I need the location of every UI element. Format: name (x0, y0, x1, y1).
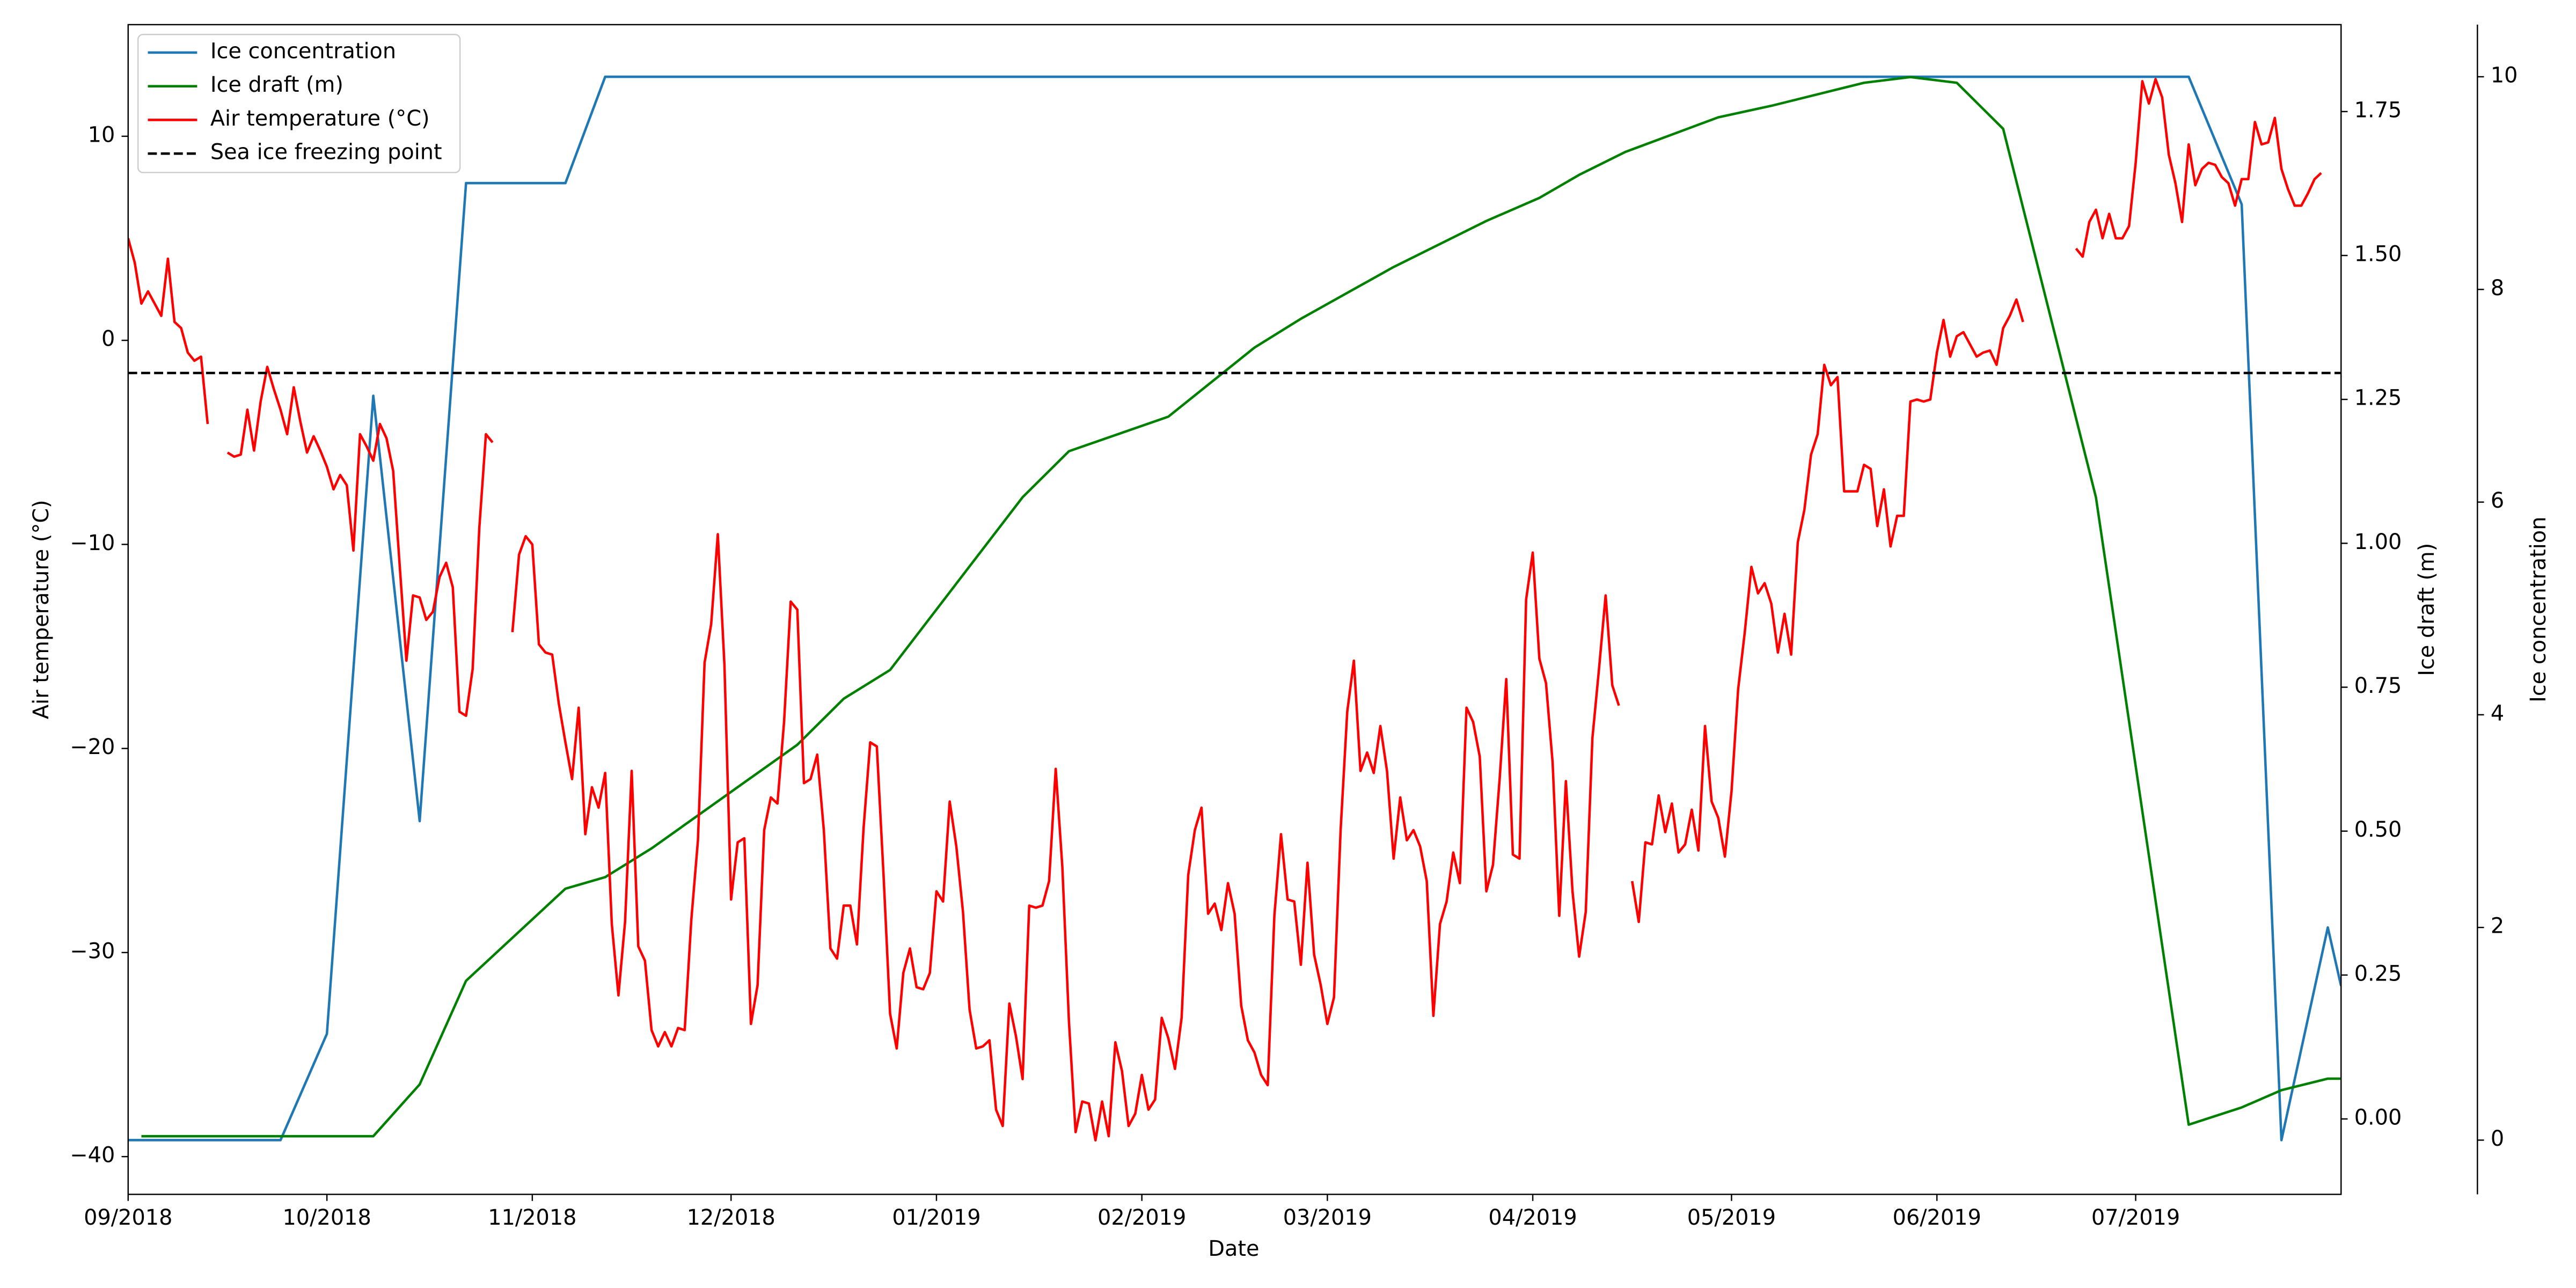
series-line (128, 75, 2341, 1141)
x-tick-label: 09/2018 (84, 1205, 172, 1230)
x-tick-label: 12/2018 (687, 1205, 775, 1230)
y2-tick-label: 1.25 (2354, 386, 2402, 411)
y-tick-label: −20 (70, 735, 115, 759)
x-tick-label: 11/2018 (488, 1205, 576, 1230)
y3-axis-label: Ice concentration (2526, 517, 2551, 702)
x-tick-label: 05/2019 (1687, 1205, 1776, 1230)
x-axis-label: Date (1208, 1236, 1259, 1261)
y2-tick-label: 0.25 (2354, 961, 2402, 986)
legend-label: Sea ice freezing point (210, 140, 442, 165)
y2-tick-label: 1.00 (2354, 530, 2402, 554)
y3-tick-label: 8 (2491, 276, 2504, 301)
y-tick-label: 0 (101, 327, 115, 352)
y3-tick-label: 2 (2491, 914, 2504, 939)
plot-frame (127, 24, 2342, 1195)
x-tick-label: 02/2019 (1097, 1205, 1186, 1230)
x-tick-label: 06/2019 (1893, 1205, 1981, 1230)
x-tick-label: 10/2018 (283, 1205, 371, 1230)
y2-tick-label: 0.00 (2354, 1105, 2402, 1130)
x-tick-label: 04/2019 (1488, 1205, 1577, 1230)
y2-tick-label: 1.50 (2354, 242, 2402, 267)
y-tick-label: −10 (70, 531, 115, 555)
y3-tick-label: 0 (2491, 1126, 2504, 1151)
series-line (128, 78, 2322, 1142)
y2-tick-label: 0.50 (2354, 817, 2402, 842)
x-tick-label: 07/2019 (2091, 1205, 2180, 1230)
legend-label: Ice concentration (210, 39, 396, 63)
y-tick-label: −30 (70, 939, 115, 963)
y2-tick-label: 0.75 (2354, 674, 2402, 698)
series-line (141, 76, 2341, 1138)
y-tick-label: −40 (70, 1143, 115, 1168)
y3-tick-label: 6 (2491, 488, 2504, 513)
x-tick-label: 01/2019 (892, 1205, 980, 1230)
y3-tick-label: 4 (2491, 701, 2504, 726)
y3-tick-label: 10 (2491, 63, 2518, 88)
y2-axis-label: Ice draft (m) (2414, 543, 2439, 676)
x-tick-label: 03/2019 (1283, 1205, 1372, 1230)
legend-box (137, 34, 461, 173)
y-tick-label: 10 (88, 122, 115, 147)
legend-label: Ice draft (m) (210, 72, 343, 97)
y-axis-label: Air temperature (°C) (29, 500, 54, 719)
y2-tick-label: 1.75 (2354, 98, 2402, 122)
legend-label: Air temperature (°C) (210, 106, 430, 131)
